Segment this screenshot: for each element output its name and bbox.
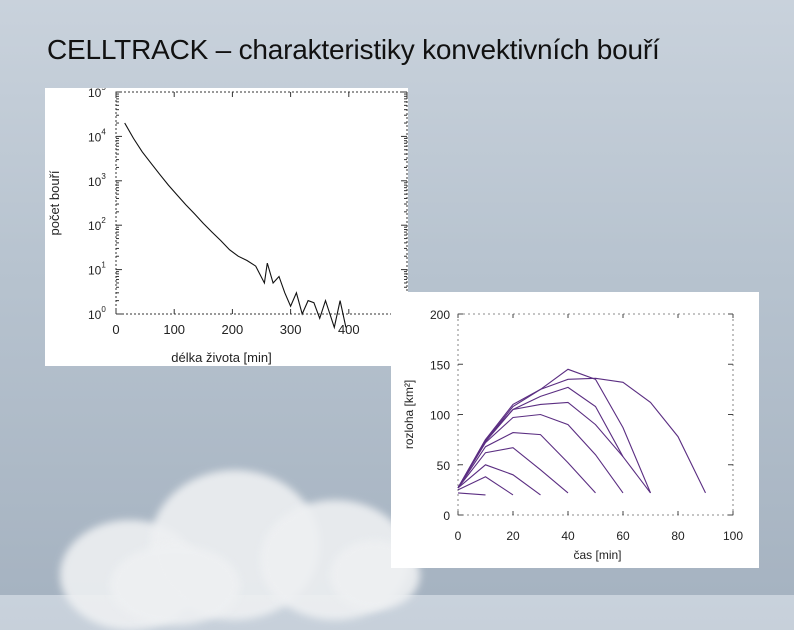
x-tick-label: 80 <box>671 529 685 543</box>
series-line <box>457 447 569 494</box>
x-tick-label: 100 <box>163 322 185 337</box>
y-tick-label: 102 <box>88 216 106 233</box>
x-axis-label: čas [min] <box>573 548 621 562</box>
plot-frame <box>457 313 734 516</box>
series-line <box>457 464 541 496</box>
x-tick-label: 0 <box>455 529 462 543</box>
y-tick-label: 101 <box>88 261 106 278</box>
y-tick-label: 100 <box>88 305 106 322</box>
series-line <box>457 386 624 489</box>
x-tick-label: 60 <box>616 529 630 543</box>
x-tick-label: 100 <box>723 529 743 543</box>
y-tick-label: 104 <box>88 127 106 144</box>
cloud <box>110 545 240 625</box>
x-tick-label: 40 <box>561 529 575 543</box>
series-line <box>457 476 514 496</box>
area-evolution-panel: 0 20 40 60 80 100 0 50 100 150 200 čas [min] rozloha… <box>391 292 759 568</box>
y-tick-label: 100 <box>430 409 450 423</box>
x-tick-label: 200 <box>222 322 244 337</box>
y-tick-label: 105 <box>88 88 106 100</box>
series-line <box>124 122 347 330</box>
series-line <box>457 368 652 494</box>
plot-frame <box>115 91 408 315</box>
series-line <box>457 377 706 494</box>
series-line <box>457 432 596 494</box>
y-axis-label: počet bouří <box>47 170 62 235</box>
x-tick-label: 400 <box>338 322 360 337</box>
y-tick-label: 150 <box>430 358 450 372</box>
lifetime-chart: 0100200300400500100101102103104105délka … <box>47 83 418 365</box>
y-tick-label: 0 <box>443 509 450 523</box>
series-line <box>457 401 651 494</box>
x-tick-label: 300 <box>280 322 302 337</box>
x-axis-label: délka života [min] <box>171 350 271 365</box>
y-tick-label: 200 <box>430 308 450 322</box>
x-tick-label: 0 <box>112 322 119 337</box>
y-tick-label: 103 <box>88 172 106 189</box>
y-tick-label: 50 <box>437 459 451 473</box>
slide-title: CELLTRACK – charakteristiky konvektivníc… <box>47 34 660 65</box>
area-chart: 0 20 40 60 80 100 0 50 100 150 200 čas [min] rozloha… <box>402 308 743 562</box>
lifetime-histogram-panel: 0100200300400500100101102103104105délka … <box>45 83 418 366</box>
series-line <box>457 413 624 494</box>
x-tick-label: 20 <box>506 529 520 543</box>
y-axis-label: rozloha [km²] <box>402 380 416 449</box>
series-line <box>457 492 486 496</box>
